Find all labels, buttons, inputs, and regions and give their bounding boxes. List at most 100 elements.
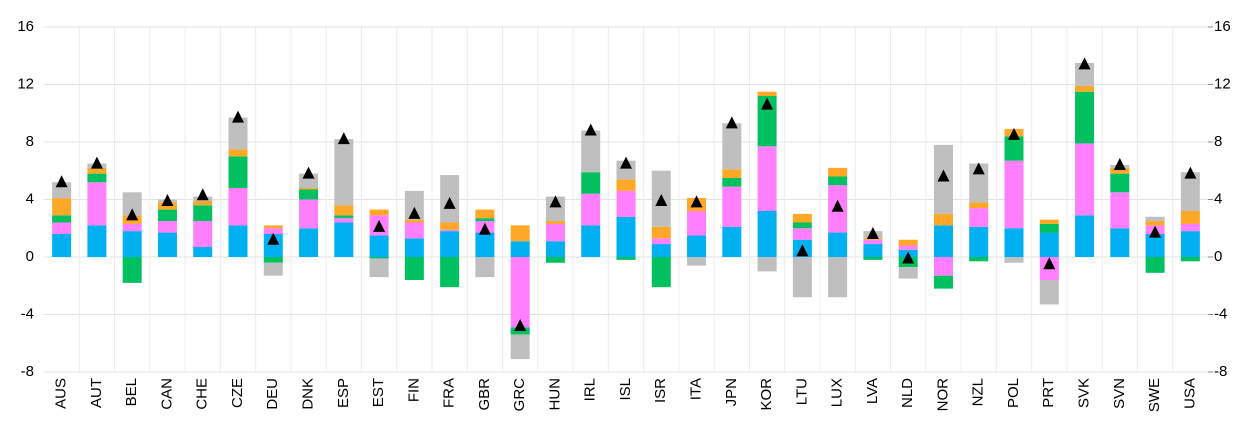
total-marker xyxy=(1184,166,1197,179)
total-marker xyxy=(337,132,350,145)
bar-segment xyxy=(581,193,601,226)
total-marker xyxy=(866,227,879,239)
bar-segment xyxy=(404,219,424,223)
x-tick-label: BEL xyxy=(123,378,140,406)
bar-segment xyxy=(1075,85,1095,92)
total-marker xyxy=(620,156,632,169)
bar-segment xyxy=(1075,215,1095,257)
bar-segment xyxy=(122,192,142,216)
bar-segment xyxy=(687,257,707,266)
bar-segment xyxy=(1110,228,1130,257)
y-tick-label: 0 xyxy=(26,248,34,265)
x-tick-label: ESP xyxy=(335,378,352,408)
bar-segment xyxy=(510,225,530,242)
bar-segment xyxy=(52,215,72,223)
bar-segment xyxy=(898,239,918,246)
bar-segment xyxy=(404,257,424,280)
bar-segment xyxy=(1110,173,1130,193)
bar-segment xyxy=(122,223,142,232)
bar-segment xyxy=(687,235,707,257)
bar-segment xyxy=(1075,91,1095,144)
bar-segment xyxy=(510,327,530,335)
bar-segment xyxy=(1004,136,1024,161)
bar-segment xyxy=(299,188,319,190)
bar-segment xyxy=(863,257,883,260)
total-marker xyxy=(761,97,774,110)
bar-segment xyxy=(722,186,742,227)
bar-segment xyxy=(369,235,389,257)
bar-segment xyxy=(792,222,812,229)
total-marker xyxy=(831,199,844,212)
x-tick-label: AUT xyxy=(88,378,105,408)
bar-segment xyxy=(616,190,636,217)
bar-segment xyxy=(404,222,424,239)
bar-segment xyxy=(651,257,671,288)
total-marker xyxy=(90,156,103,169)
bar-segment xyxy=(1039,280,1059,305)
bar-segment xyxy=(87,173,107,183)
bar-segment xyxy=(545,223,565,242)
x-tick-label: SWE xyxy=(1146,378,1163,412)
bar-segment xyxy=(581,172,601,194)
bar-segment xyxy=(1180,172,1200,211)
bar-segment xyxy=(440,231,460,257)
bar-segment xyxy=(1110,167,1130,174)
total-marker xyxy=(232,110,244,123)
bar-segment xyxy=(228,156,248,188)
bar-segment xyxy=(722,177,742,187)
bar-segment xyxy=(334,139,354,206)
x-tick-label: KOR xyxy=(758,378,775,411)
total-marker xyxy=(196,188,209,201)
total-marker xyxy=(584,123,597,136)
x-tick-label: POL xyxy=(1005,378,1022,408)
bar-segment xyxy=(969,257,989,262)
y-tick-label: 12 xyxy=(17,75,34,92)
bar-segment xyxy=(828,257,848,298)
bar-segment xyxy=(1145,221,1165,226)
bar-segment xyxy=(1145,234,1165,257)
bar-segment xyxy=(193,200,213,206)
y-tick-label: 4 xyxy=(26,190,34,207)
bar-segment xyxy=(828,176,848,186)
bar-segment xyxy=(157,202,177,210)
bar-segment xyxy=(475,232,495,257)
total-marker xyxy=(373,219,386,232)
bar-segment xyxy=(616,179,636,191)
bar-segment xyxy=(898,267,918,279)
bar-segment xyxy=(334,218,354,223)
bar-segment xyxy=(545,221,565,224)
bar-segment xyxy=(792,213,812,223)
x-tick-label: SVK xyxy=(1076,378,1093,408)
x-tick-label: FRA xyxy=(441,378,458,408)
bar-segment xyxy=(581,130,601,173)
bar-segment xyxy=(475,218,495,222)
bar-segment xyxy=(757,146,777,211)
x-tick-label: HUN xyxy=(546,378,563,411)
bar-segment xyxy=(228,149,248,157)
bar-segment xyxy=(863,238,883,240)
bar-segment xyxy=(687,211,707,236)
y2-tick-label: 0 xyxy=(1214,248,1222,265)
x-tick-label: SVN xyxy=(1111,378,1128,409)
bar-segment xyxy=(757,91,777,96)
total-marker xyxy=(1078,57,1091,70)
bar-segment xyxy=(1075,143,1095,216)
x-tick-label: LUX xyxy=(829,378,846,407)
bar-segment xyxy=(1180,257,1200,262)
y2-tick-label: 8 xyxy=(1214,133,1222,150)
bar-segment xyxy=(863,244,883,257)
bar-segment xyxy=(828,167,848,177)
total-marker xyxy=(655,193,668,206)
bar-segment xyxy=(122,231,142,257)
bar-segment xyxy=(933,213,953,226)
bar-segment xyxy=(933,275,953,289)
x-tick-label: CHE xyxy=(194,378,211,410)
bar-segment xyxy=(545,257,565,263)
total-marker xyxy=(937,169,950,182)
total-marker xyxy=(549,195,562,208)
bar-segment xyxy=(228,188,248,226)
bar-segment xyxy=(616,160,636,180)
bar-segment xyxy=(1004,257,1024,263)
x-tick-label: CAN xyxy=(158,378,175,410)
